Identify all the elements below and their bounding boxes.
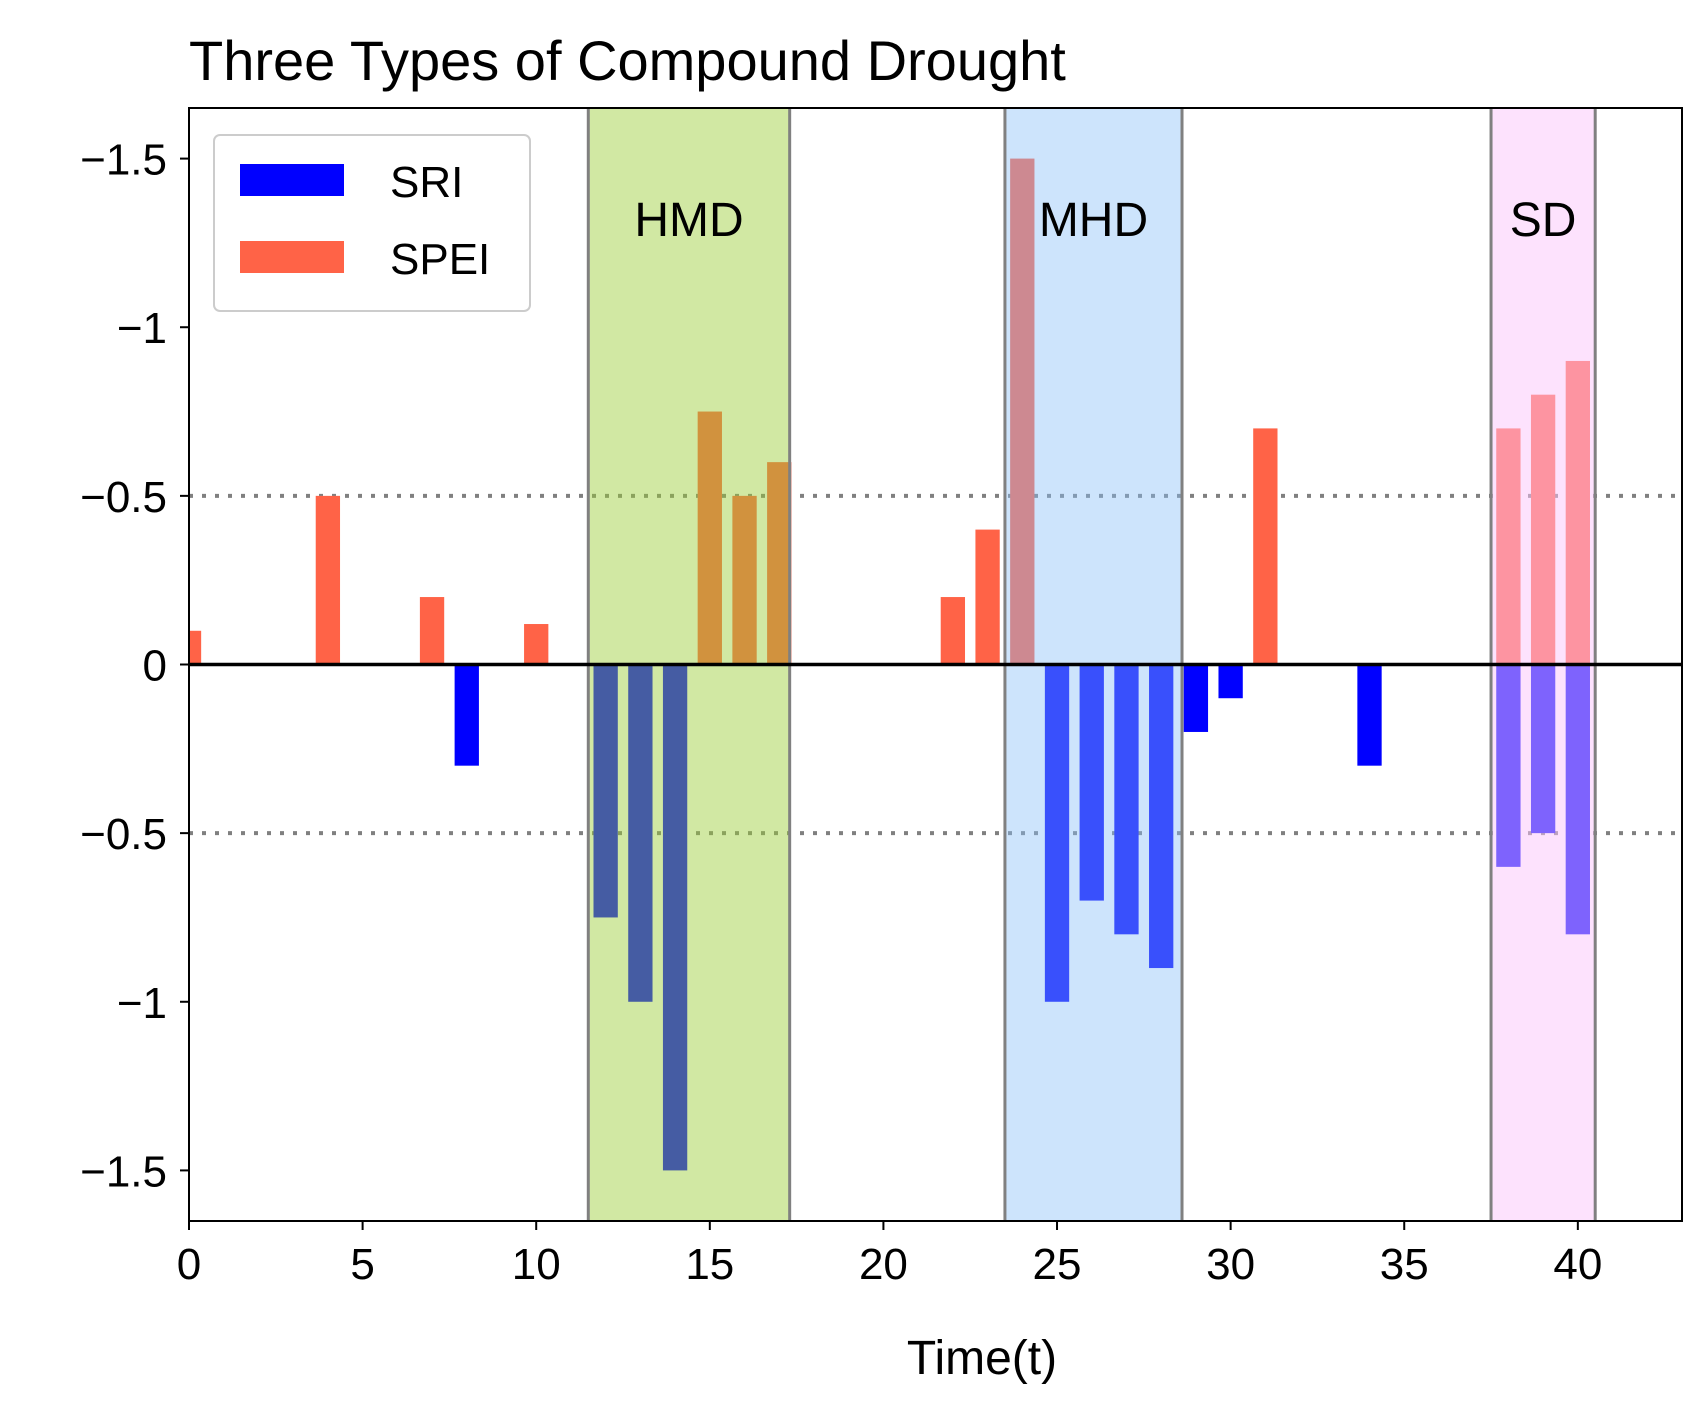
region-label-sd: SD <box>1510 194 1577 247</box>
bar-spei-t7 <box>419 597 445 665</box>
legend-label-sri: SRI <box>390 158 463 207</box>
legend: SRI SPEI <box>213 134 531 312</box>
x-tick-label: 15 <box>685 1240 734 1289</box>
bar-spei-t15 <box>697 411 722 665</box>
bar-sri-t30 <box>1218 664 1243 699</box>
legend-label-spei: SPEI <box>390 235 490 284</box>
bar-sri-t25 <box>1044 664 1070 1002</box>
bar-spei-t4 <box>315 495 341 665</box>
legend-swatch-sri <box>240 164 344 196</box>
bar-spei-t0 <box>189 630 202 665</box>
bar-sri-t14 <box>662 664 688 1171</box>
x-tick-label: 35 <box>1380 1240 1429 1289</box>
bar-spei-t24 <box>1010 158 1035 665</box>
x-tick-label: 30 <box>1206 1240 1255 1289</box>
y-tick-label: −0.5 <box>80 473 167 522</box>
bar-sri-t27 <box>1114 664 1139 935</box>
x-tick-label: 40 <box>1553 1240 1602 1289</box>
legend-swatch-spei <box>240 241 344 273</box>
bar-spei-t10 <box>524 624 549 665</box>
y-axis-ticks: −1.5 −1 −0.5 0 −0.5 −1 −1.5 <box>80 136 189 1196</box>
bar-sri-t12 <box>593 664 618 918</box>
x-tick-label: 5 <box>350 1240 374 1289</box>
threshold-lines <box>189 493 1682 836</box>
bar-sri-t13 <box>628 664 653 1002</box>
bar-spei-t16 <box>732 495 757 665</box>
y-tick-label: −0.5 <box>80 810 167 859</box>
bar-sri-t29 <box>1183 664 1209 732</box>
y-tick-label: 0 <box>143 642 167 691</box>
bar-spei-t31 <box>1253 428 1278 665</box>
y-tick-label: −1.5 <box>80 136 167 185</box>
x-tick-label: 20 <box>859 1240 908 1289</box>
x-axis-label: Time(t) <box>907 1332 1057 1385</box>
x-tick-label: 10 <box>512 1240 561 1289</box>
bar-sri-t26 <box>1079 664 1104 901</box>
bar-spei-t23 <box>975 529 1000 665</box>
region-label-mhd: MHD <box>1039 194 1148 247</box>
x-tick-label: 25 <box>1033 1240 1082 1289</box>
x-tick-label: 0 <box>177 1240 201 1289</box>
y-tick-label: −1 <box>117 304 167 353</box>
bar-spei-t22 <box>940 597 966 665</box>
bar-spei-t17 <box>767 462 792 665</box>
bar-sri-t34 <box>1357 664 1382 766</box>
y-tick-label: −1.5 <box>80 1147 167 1196</box>
region-label-hmd: HMD <box>634 194 743 247</box>
y-tick-label: −1 <box>117 979 167 1028</box>
chart-title: Three Types of Compound Drought <box>189 29 1066 92</box>
x-axis-ticks: 0 5 10 15 20 25 30 35 40 <box>177 1221 1602 1289</box>
bar-sri-t28 <box>1149 664 1174 969</box>
bar-sri-t8 <box>454 664 479 766</box>
legend-box <box>213 134 531 312</box>
